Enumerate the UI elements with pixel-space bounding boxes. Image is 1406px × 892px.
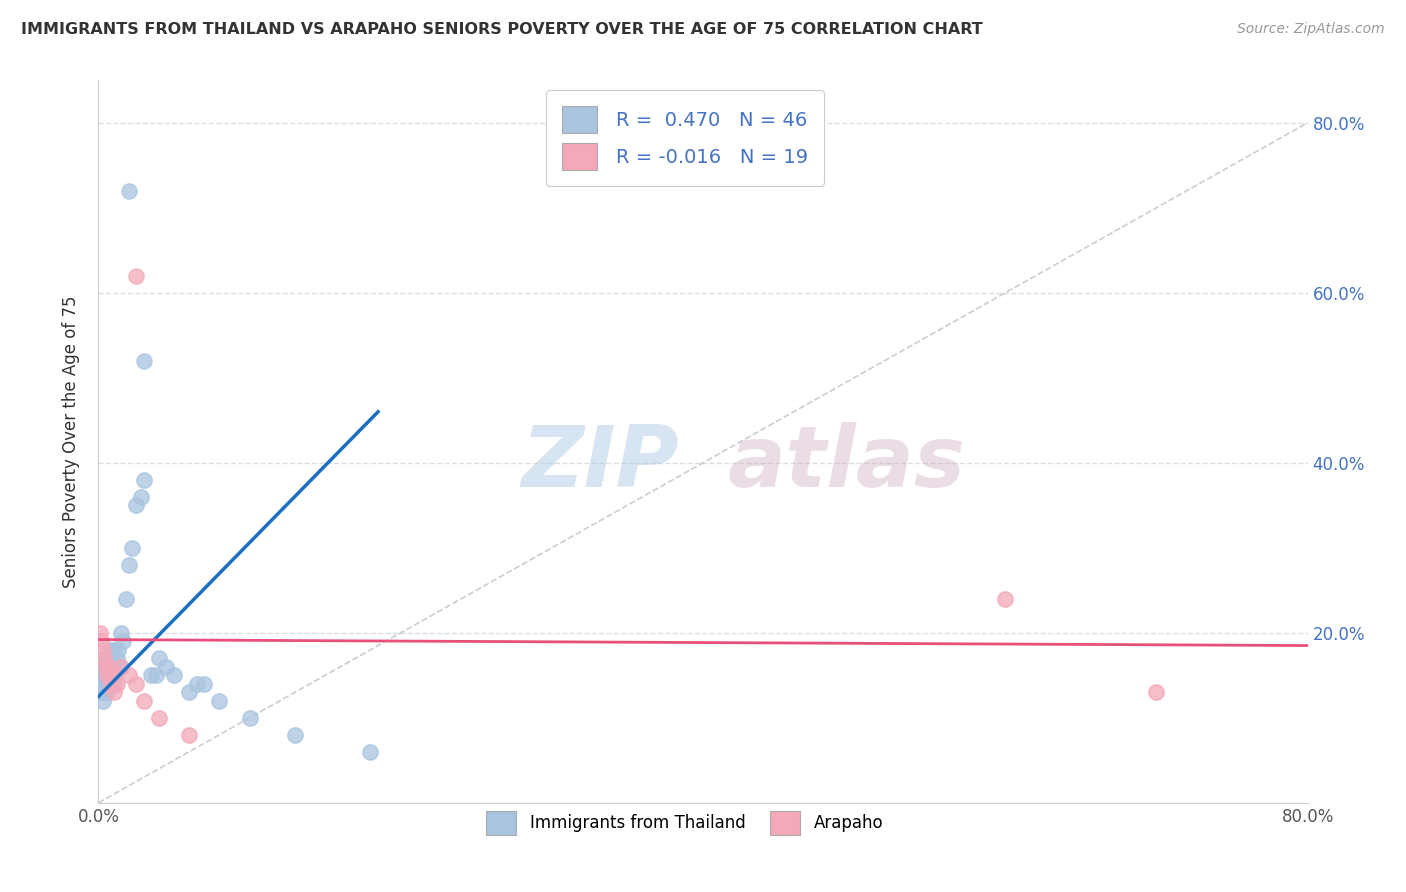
Point <box>108 660 131 674</box>
Y-axis label: Seniors Poverty Over the Age of 75: Seniors Poverty Over the Age of 75 <box>62 295 80 588</box>
Point <box>100 668 122 682</box>
Point <box>284 728 307 742</box>
Point <box>132 353 155 368</box>
Point <box>103 685 125 699</box>
Point <box>89 625 111 640</box>
Point <box>94 660 117 674</box>
Point <box>104 668 127 682</box>
Point <box>141 668 163 682</box>
Point <box>208 694 231 708</box>
Point <box>118 558 141 572</box>
Point <box>91 642 114 657</box>
Point <box>125 498 148 512</box>
Point <box>125 268 148 283</box>
Point <box>148 651 170 665</box>
Point <box>110 660 132 674</box>
Point <box>93 660 115 674</box>
Point <box>93 677 115 691</box>
Point <box>89 677 111 691</box>
Point <box>1144 685 1167 699</box>
Point <box>96 668 118 682</box>
Text: IMMIGRANTS FROM THAILAND VS ARAPAHO SENIORS POVERTY OVER THE AGE OF 75 CORRELATI: IMMIGRANTS FROM THAILAND VS ARAPAHO SENI… <box>21 22 983 37</box>
Point <box>94 685 117 699</box>
Point <box>360 745 382 759</box>
Point <box>103 642 125 657</box>
Point <box>129 490 152 504</box>
Point <box>118 184 141 198</box>
Point <box>100 642 122 657</box>
Point <box>101 668 124 682</box>
Point <box>132 473 155 487</box>
Point <box>145 668 167 682</box>
Point <box>103 677 125 691</box>
Point <box>96 677 118 691</box>
Point <box>186 677 208 691</box>
Point <box>98 677 121 691</box>
Point <box>148 711 170 725</box>
Point <box>90 685 112 699</box>
Point <box>91 694 114 708</box>
Point <box>118 668 141 682</box>
Point <box>193 677 215 691</box>
Point <box>96 660 118 674</box>
Point <box>107 642 129 657</box>
Point <box>179 728 201 742</box>
Point <box>105 651 128 665</box>
Point <box>101 660 124 674</box>
Legend: Immigrants from Thailand, Arapaho: Immigrants from Thailand, Arapaho <box>479 805 890 841</box>
Point <box>155 660 177 674</box>
Point <box>105 677 128 691</box>
Point <box>132 694 155 708</box>
Point <box>114 591 136 606</box>
Point <box>96 685 118 699</box>
Point <box>994 591 1017 606</box>
Point <box>101 668 124 682</box>
Point <box>98 660 121 674</box>
Point <box>93 651 115 665</box>
Text: Source: ZipAtlas.com: Source: ZipAtlas.com <box>1237 22 1385 37</box>
Point <box>90 634 112 648</box>
Point <box>91 668 114 682</box>
Point <box>94 651 117 665</box>
Point <box>94 668 117 682</box>
Point <box>98 651 121 665</box>
Point <box>90 660 112 674</box>
Point <box>93 685 115 699</box>
Text: ZIP: ZIP <box>522 422 679 505</box>
Point <box>125 677 148 691</box>
Point <box>111 634 134 648</box>
Point <box>100 677 122 691</box>
Point <box>163 668 186 682</box>
Point <box>121 541 143 555</box>
Point <box>179 685 201 699</box>
Point <box>239 711 262 725</box>
Point <box>110 625 132 640</box>
Text: atlas: atlas <box>727 422 966 505</box>
